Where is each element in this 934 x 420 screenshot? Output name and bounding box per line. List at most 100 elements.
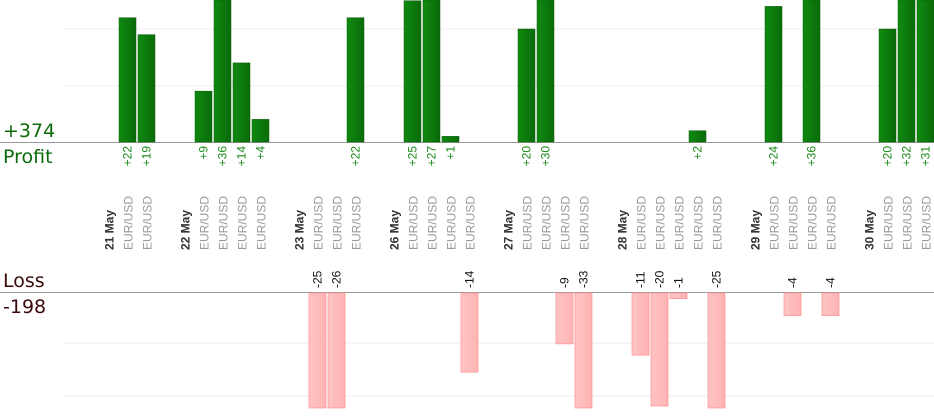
value-label: -4 xyxy=(786,277,800,288)
profit-total: +374 xyxy=(3,120,56,142)
pair-label: EUR/USD xyxy=(540,196,554,250)
profit-label: Profit xyxy=(3,146,53,168)
loss-bar xyxy=(783,292,802,316)
day-label: 29 May xyxy=(749,210,763,250)
profit-bar xyxy=(118,17,137,143)
profit-bar xyxy=(517,28,536,143)
loss-bar xyxy=(669,292,688,300)
profit-bar xyxy=(194,90,213,143)
value-label: +20 xyxy=(520,146,534,167)
pair-label: EUR/USD xyxy=(350,196,364,250)
loss-bar xyxy=(327,292,346,409)
profit-bar xyxy=(897,0,916,143)
pair-label: EUR/USD xyxy=(559,196,573,250)
value-label: -20 xyxy=(653,270,667,288)
profit-bar xyxy=(251,119,270,143)
value-label: +14 xyxy=(235,146,249,167)
loss-bar xyxy=(707,292,726,409)
value-label: +20 xyxy=(881,146,895,167)
pair-label: EUR/USD xyxy=(882,196,896,250)
pair-label: EUR/USD xyxy=(464,196,478,250)
pair-label: EUR/USD xyxy=(255,196,269,250)
profit-bar xyxy=(878,28,897,143)
pair-label: EUR/USD xyxy=(407,196,421,250)
value-label: +25 xyxy=(406,146,420,167)
value-label: +27 xyxy=(425,146,439,167)
day-label: 28 May xyxy=(616,210,630,250)
value-label: -9 xyxy=(558,277,572,288)
pair-label: EUR/USD xyxy=(445,196,459,250)
value-label: -33 xyxy=(577,270,591,288)
pair-label: EUR/USD xyxy=(426,196,440,250)
pair-label: EUR/USD xyxy=(312,196,326,250)
pair-label: EUR/USD xyxy=(141,196,155,250)
day-label: 27 May xyxy=(502,210,516,250)
day-label: 26 May xyxy=(388,210,402,250)
loss-bar xyxy=(555,292,574,345)
loss-bar xyxy=(821,292,840,316)
loss-bar xyxy=(574,292,593,409)
loss-bar xyxy=(460,292,479,373)
pair-label: EUR/USD xyxy=(654,196,668,250)
value-label: +24 xyxy=(767,146,781,167)
pair-label: EUR/USD xyxy=(787,196,801,250)
profit-bar xyxy=(213,0,232,143)
pair-label: EUR/USD xyxy=(673,196,687,250)
value-label: +22 xyxy=(121,146,135,167)
value-label: +9 xyxy=(197,146,211,160)
profit-bar xyxy=(536,0,555,143)
day-label: 23 May xyxy=(293,210,307,250)
value-label: -25 xyxy=(710,270,724,288)
value-label: +2 xyxy=(691,146,705,160)
value-label: -4 xyxy=(824,277,838,288)
profit-bar xyxy=(916,0,934,143)
profit-bar xyxy=(232,62,251,143)
pair-label: EUR/USD xyxy=(768,196,782,250)
loss-label: Loss xyxy=(3,270,45,292)
pair-label: EUR/USD xyxy=(198,196,212,250)
day-label: 22 May xyxy=(179,210,193,250)
value-label: -11 xyxy=(634,271,648,288)
value-label: -1 xyxy=(672,277,686,288)
pair-label: EUR/USD xyxy=(806,196,820,250)
value-label: -26 xyxy=(330,270,344,288)
value-label: +36 xyxy=(216,146,230,167)
profit-bar xyxy=(688,130,707,143)
profit-bar xyxy=(403,0,422,143)
profit-bar xyxy=(137,34,156,143)
pair-label: EUR/USD xyxy=(217,196,231,250)
value-label: +1 xyxy=(444,146,458,160)
pair-label: EUR/USD xyxy=(122,196,136,250)
pair-label: EUR/USD xyxy=(635,196,649,250)
value-label: -14 xyxy=(463,270,477,288)
loss-total: -198 xyxy=(3,296,47,318)
value-label: +32 xyxy=(900,146,914,167)
loss-bar xyxy=(650,292,669,407)
day-label: 21 May xyxy=(103,210,117,250)
profit-bar xyxy=(764,6,783,143)
loss-bar xyxy=(631,292,650,356)
pair-label: EUR/USD xyxy=(236,196,250,250)
profit-bar xyxy=(346,17,365,143)
day-label: 30 May xyxy=(863,210,877,250)
profit-bar xyxy=(802,0,821,143)
pair-label: EUR/USD xyxy=(692,196,706,250)
value-label: -25 xyxy=(311,270,325,288)
value-label: +31 xyxy=(919,146,933,167)
value-label: +4 xyxy=(254,146,268,160)
profit-bar xyxy=(422,0,441,143)
value-label: +36 xyxy=(805,146,819,167)
pair-label: EUR/USD xyxy=(521,196,535,250)
pair-label: EUR/USD xyxy=(825,196,839,250)
profit-bar xyxy=(441,136,460,143)
value-label: +22 xyxy=(349,146,363,167)
pair-label: EUR/USD xyxy=(578,196,592,250)
pair-label: EUR/USD xyxy=(920,196,934,250)
pair-label: EUR/USD xyxy=(901,196,915,250)
value-label: +19 xyxy=(140,146,154,167)
value-label: +30 xyxy=(539,146,553,167)
pair-label: EUR/USD xyxy=(331,196,345,250)
loss-bar xyxy=(308,292,327,409)
pair-label: EUR/USD xyxy=(711,196,725,250)
